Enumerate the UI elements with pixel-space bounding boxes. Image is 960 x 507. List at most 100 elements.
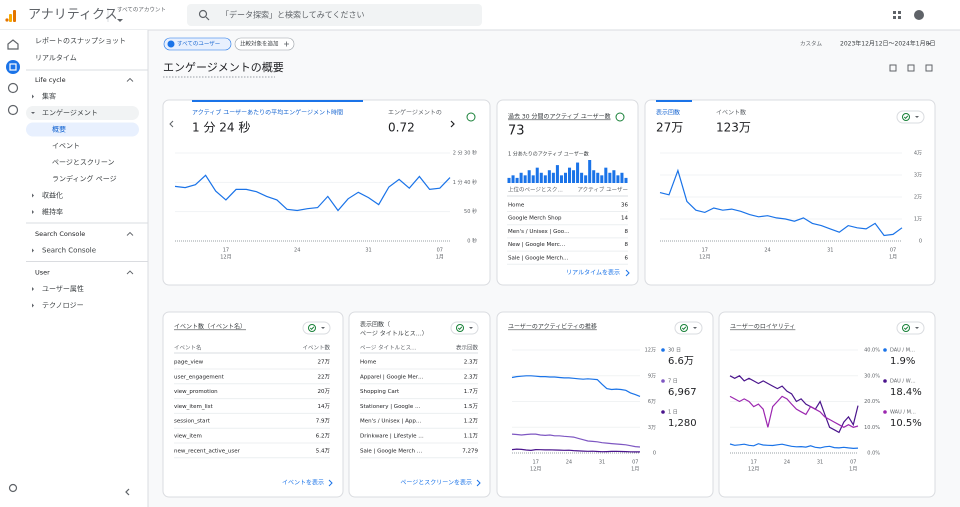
nav-section-title[interactable]: Search Console — [35, 230, 85, 238]
settings-icon[interactable] — [8, 483, 18, 493]
link-chevron[interactable] — [328, 479, 333, 487]
x-tick-label: 24 — [784, 460, 790, 466]
toolbar-icon[interactable] — [925, 64, 933, 72]
bar — [539, 172, 543, 183]
card-link[interactable]: ページとスクリーンを表示 — [400, 479, 472, 487]
metric-label[interactable]: 表示回数 — [656, 109, 680, 117]
row-value: 14万 — [318, 403, 331, 410]
account-label[interactable]: すべてのアカウント — [117, 6, 166, 14]
x-tick-label: 07 — [850, 460, 856, 466]
nav-item[interactable]: 維持率 — [42, 207, 63, 216]
section-caret[interactable] — [126, 77, 134, 82]
item-caret[interactable] — [32, 94, 34, 99]
row-label: Men's / Unisex | Goo… — [508, 229, 570, 235]
status-icon — [466, 112, 476, 122]
nav-link[interactable]: レポートのスナップショット — [35, 37, 126, 45]
nav-section-title[interactable]: User — [35, 269, 50, 277]
bar — [531, 175, 535, 183]
row-value: 1.2万 — [464, 418, 479, 425]
reports-icon[interactable] — [6, 60, 20, 74]
toolbar-icon[interactable] — [907, 64, 915, 72]
row-label: Home — [360, 360, 377, 366]
nav-item[interactable]: エンゲージメント — [42, 108, 98, 117]
metric-label[interactable]: エンゲージメントの — [388, 109, 442, 117]
compare-button[interactable] — [896, 321, 925, 335]
section-caret[interactable] — [126, 231, 134, 236]
compare-button[interactable] — [896, 110, 925, 124]
item-caret[interactable] — [31, 112, 35, 114]
item-caret[interactable] — [32, 248, 34, 253]
nav-subitem[interactable]: ページとスクリーン — [52, 159, 115, 167]
nav-subitem[interactable]: イベント — [52, 142, 80, 150]
nav-item[interactable]: Search Console — [42, 247, 96, 255]
prev-arrow[interactable] — [169, 120, 174, 128]
nav-item[interactable]: テクノロジー — [42, 302, 84, 310]
row-label: new_recent_active_user — [174, 448, 241, 454]
compare-label[interactable]: 比較対象を追加 — [240, 40, 279, 48]
x-tick-label: 31 — [817, 460, 823, 466]
bar — [592, 170, 596, 183]
y-tick-label: 4万 — [914, 151, 922, 157]
active-tab-indicator — [656, 100, 692, 102]
bar — [624, 177, 628, 183]
nav-subitem[interactable]: ランディング ページ — [52, 174, 117, 183]
home-icon[interactable] — [7, 39, 19, 50]
card-subtitle: 1 分あたりのアクティブ ユーザー数 — [508, 151, 589, 158]
card-link[interactable]: イベントを表示 — [282, 479, 324, 487]
compare-button[interactable] — [302, 321, 331, 335]
link-chevron[interactable] — [476, 479, 481, 487]
legend-value: 6,967 — [668, 387, 697, 398]
date-caret[interactable] — [927, 43, 931, 45]
segment-label[interactable]: すべてのユーザー — [177, 41, 220, 48]
section-caret[interactable] — [126, 270, 134, 275]
advertising-icon[interactable] — [7, 104, 19, 116]
card-link[interactable]: リアルタイムを表示 — [566, 269, 620, 277]
next-arrow[interactable] — [450, 120, 455, 128]
card-pages — [348, 311, 491, 498]
compare-button[interactable] — [674, 321, 703, 335]
item-caret[interactable] — [32, 210, 34, 214]
search-box[interactable] — [187, 4, 482, 26]
row-value: 7,279 — [462, 448, 478, 454]
nav-subitem[interactable]: 概要 — [52, 125, 66, 134]
help-icon[interactable] — [914, 10, 924, 20]
compare-button[interactable] — [450, 321, 479, 335]
row-label: Home — [508, 203, 525, 209]
segment-chip[interactable] — [163, 37, 232, 51]
y-tick-label: 3万 — [914, 173, 922, 179]
legend-label: 30 日 — [668, 348, 681, 354]
x-tick-label: 24 — [294, 248, 300, 254]
nav-link[interactable]: リアルタイム — [35, 53, 77, 62]
nav-section-title[interactable]: Life cycle — [35, 76, 66, 84]
account-caret[interactable] — [117, 19, 123, 22]
compare-chip[interactable] — [234, 37, 295, 51]
card-events — [162, 311, 344, 498]
toolbar-icon[interactable] — [889, 64, 897, 72]
x-month-label: 1月 — [889, 255, 897, 261]
row-label: view_promotion — [174, 389, 218, 395]
date-range[interactable]: 2023年12月12日～2024年1月8日 — [840, 40, 935, 48]
status-icon — [680, 324, 688, 332]
collapse-button[interactable] — [125, 488, 130, 496]
rail-icons — [6, 39, 20, 493]
x-tick-label: 17 — [751, 460, 757, 466]
series-line — [511, 433, 641, 448]
row-value: 20万 — [318, 388, 331, 395]
link-chevron[interactable] — [625, 269, 630, 277]
nav-item[interactable]: 収益化 — [42, 191, 63, 200]
dropdown-caret — [469, 327, 473, 329]
item-caret[interactable] — [32, 287, 34, 291]
legend-dot — [883, 410, 887, 414]
apps-icon[interactable] — [893, 11, 901, 19]
nav-item[interactable]: 集客 — [42, 92, 56, 101]
item-caret[interactable] — [32, 193, 34, 198]
search-placeholder[interactable]: 「データ探索」と検索してみてください — [221, 10, 365, 20]
x-tick-label: 17 — [702, 248, 708, 254]
metric-label[interactable]: イベント数 — [716, 109, 746, 117]
nav-item[interactable]: ユーザー属性 — [42, 284, 84, 293]
status-icon — [615, 112, 625, 122]
metric-label[interactable]: アクティブ ユーザーあたりの平均エンゲージメント時間 — [192, 109, 343, 117]
explore-icon[interactable] — [7, 82, 19, 94]
bar — [547, 170, 551, 183]
item-caret[interactable] — [32, 303, 34, 308]
